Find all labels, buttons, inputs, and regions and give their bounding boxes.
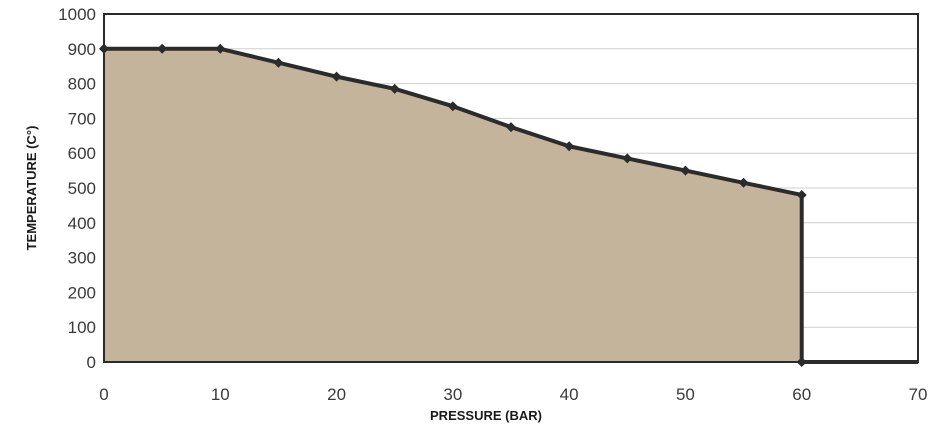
data-point-marker	[273, 57, 284, 68]
x-tick-label-10: 10	[211, 385, 230, 404]
plot-frame	[103, 13, 919, 363]
y-axis-title: TEMPERATURE (C°)	[24, 126, 39, 251]
data-point-marker	[506, 122, 516, 133]
data-point-marker	[447, 101, 458, 112]
data-point-marker	[157, 43, 168, 54]
x-axis-ticks: 0 10 20 30 40 50 60 70	[99, 385, 927, 404]
x-tick-label-30: 30	[443, 385, 462, 404]
data-point-marker	[680, 165, 691, 176]
data-point-marker	[389, 83, 400, 94]
y-tick-label-0: 0	[87, 353, 96, 372]
data-point-marker	[622, 153, 633, 164]
y-tick-label-300: 300	[68, 249, 96, 268]
y-tick-label-600: 600	[68, 144, 96, 163]
x-tick-label-60: 60	[792, 385, 811, 404]
y-tick-label-200: 200	[68, 283, 96, 302]
data-point-marker	[215, 43, 226, 54]
x-axis-title: PRESSURE (BAR)	[430, 408, 542, 423]
y-tick-label-500: 500	[68, 179, 96, 198]
x-tick-label-0: 0	[99, 385, 108, 404]
y-tick-label-400: 400	[68, 214, 96, 233]
data-point-marker	[796, 189, 807, 200]
y-tick-label-1000: 1000	[58, 5, 96, 24]
y-tick-label-700: 700	[68, 109, 96, 128]
x-tick-label-50: 50	[676, 385, 695, 404]
x-tick-label-70: 70	[909, 385, 928, 404]
data-point-marker	[564, 141, 575, 152]
x-tick-label-40: 40	[560, 385, 579, 404]
data-point-marker	[738, 177, 749, 188]
y-tick-label-900: 900	[68, 40, 96, 59]
x-tick-label-20: 20	[327, 385, 346, 404]
data-point-markers	[99, 43, 807, 367]
y-axis-ticks: 0 100 200 300 400 500 600 700 800 900 1000	[58, 5, 96, 372]
y-tick-label-100: 100	[68, 318, 96, 337]
area-fill	[104, 48, 802, 363]
y-tick-label-800: 800	[68, 75, 96, 94]
data-point-marker	[331, 71, 342, 82]
